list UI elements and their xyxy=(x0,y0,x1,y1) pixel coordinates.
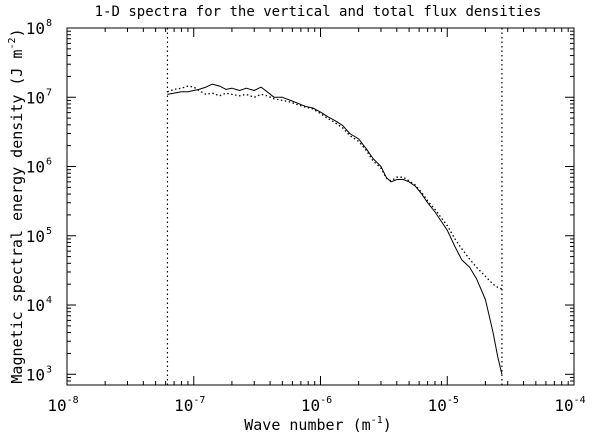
plot-frame xyxy=(66,27,575,386)
y-tick-label: 10 xyxy=(26,227,45,246)
x-tick-label: 10-5 xyxy=(428,395,459,415)
series-group xyxy=(167,83,503,375)
axis-ticks xyxy=(66,27,575,386)
y-axis-label: Magnetic spectral energy density (J m-2) xyxy=(7,28,26,383)
y-tick-exponent: 8 xyxy=(46,18,52,29)
x-tick-label: 10-8 xyxy=(47,395,78,415)
y-tick-exponent: 6 xyxy=(46,157,52,168)
dotted-series-line xyxy=(167,85,503,290)
vertical-reference-lines xyxy=(166,28,503,385)
x-tick-labels: 10-8 10-7 10-6 10-5 10-4 xyxy=(47,395,585,415)
x-tick-label: 10-7 xyxy=(174,395,205,415)
y-tick-label: 10 xyxy=(26,158,45,177)
y-tick-exponent: 5 xyxy=(46,226,52,237)
y-tick-exponent: 4 xyxy=(46,295,52,306)
y-tick-label: 10 xyxy=(26,365,45,384)
chart-title: 1-D spectra for the vertical and total f… xyxy=(95,4,542,20)
y-tick-exponent: 3 xyxy=(46,364,52,375)
x-tick-label: 10-6 xyxy=(301,395,332,415)
x-axis-label: Wave number (m-1) xyxy=(244,415,392,434)
y-tick-label: 10 xyxy=(26,296,45,315)
x-tick-label: 10-4 xyxy=(554,395,585,415)
y-tick-exponent: 7 xyxy=(46,87,52,98)
y-tick-label: 10 xyxy=(26,88,45,107)
solid-series-line xyxy=(167,83,503,375)
y-tick-label: 10 xyxy=(26,19,45,38)
